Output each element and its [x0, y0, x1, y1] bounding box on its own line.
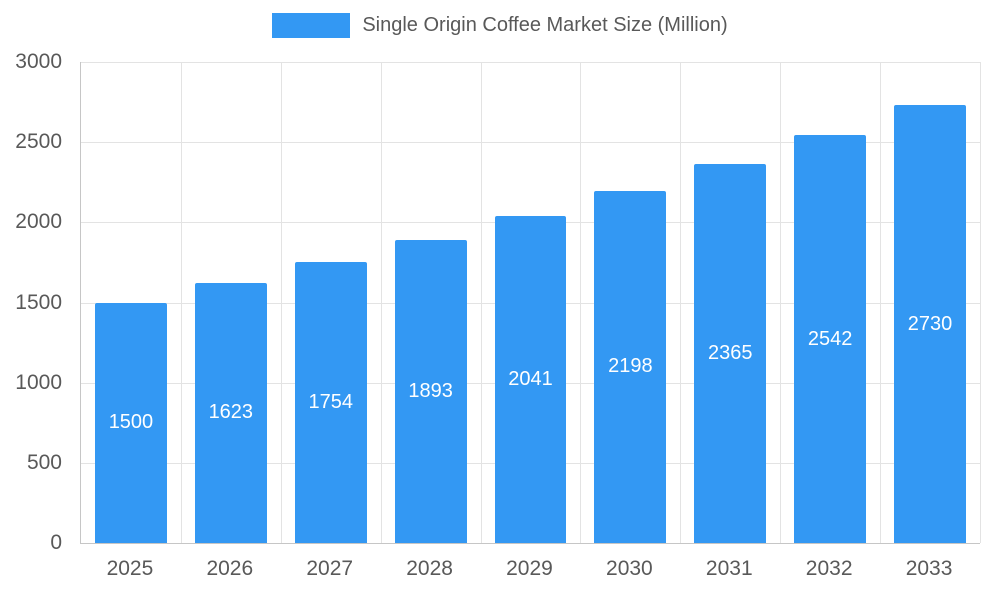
bar[interactable]: 2198 — [594, 190, 667, 543]
vertical-gridline — [980, 62, 981, 543]
x-tick-label: 2031 — [705, 557, 753, 580]
x-tick-label: 2028 — [406, 557, 453, 580]
bar-value-label: 2542 — [807, 327, 853, 350]
vertical-gridline — [680, 62, 682, 543]
bar[interactable]: 2542 — [794, 135, 867, 543]
bar[interactable]: 1754 — [294, 261, 367, 543]
bar-value-label: 2198 — [608, 355, 653, 378]
bar-value-label: 1893 — [408, 379, 453, 402]
x-tick-label: 2030 — [606, 557, 653, 580]
x-tick-label: 2032 — [805, 557, 853, 580]
plot-area: 1500 1623 1754 1893 2041 2198 2365 2542 2730 — [80, 62, 981, 544]
y-axis: 0 500 1000 1500 2000 2500 3000 — [0, 50, 68, 554]
x-tick-label: 2033 — [905, 557, 953, 580]
vertical-gridline — [280, 62, 282, 543]
y-tick-label: 2000 — [15, 210, 62, 234]
chart-legend[interactable]: Single Origin Coffee Market Size (Millio… — [0, 13, 1000, 38]
vertical-gridline — [580, 62, 582, 543]
bar[interactable]: 2365 — [694, 163, 767, 543]
vertical-gridline — [180, 62, 182, 543]
bar[interactable]: 2730 — [894, 105, 966, 543]
y-tick-label: 3000 — [15, 50, 62, 73]
x-tick-label: 2027 — [306, 557, 354, 580]
legend-label: Single Origin Coffee Market Size (Millio… — [362, 14, 728, 36]
legend-swatch-icon — [272, 13, 351, 38]
bar[interactable]: 1623 — [194, 282, 267, 543]
horizontal-gridline — [81, 142, 980, 144]
bar-value-label: 2730 — [907, 312, 953, 335]
bar-value-label: 1623 — [208, 401, 254, 424]
bar[interactable]: 2041 — [494, 215, 567, 543]
bar[interactable]: 1500 — [94, 302, 167, 543]
horizontal-gridline — [81, 62, 980, 63]
vertical-gridline — [880, 62, 882, 543]
y-tick-label: 500 — [26, 450, 62, 474]
x-tick-label: 2029 — [506, 557, 553, 580]
y-tick-label: 1500 — [15, 290, 62, 314]
vertical-gridline — [480, 62, 482, 543]
bar-value-label: 1500 — [108, 411, 154, 434]
y-tick-label: 1000 — [15, 370, 62, 394]
bar-value-label: 2365 — [708, 341, 753, 364]
y-tick-label: 2500 — [15, 130, 62, 154]
vertical-gridline — [380, 62, 382, 543]
bar-value-label: 2041 — [508, 367, 553, 390]
y-tick-label: 0 — [50, 531, 62, 554]
bar[interactable]: 1893 — [394, 239, 467, 543]
x-axis: 2025 2026 2027 2028 2029 2030 2031 2032 2033 — [80, 556, 979, 586]
vertical-gridline — [780, 62, 782, 543]
bar-value-label: 1754 — [308, 390, 353, 413]
x-tick-label: 2026 — [206, 557, 254, 580]
x-tick-label: 2025 — [106, 557, 154, 580]
